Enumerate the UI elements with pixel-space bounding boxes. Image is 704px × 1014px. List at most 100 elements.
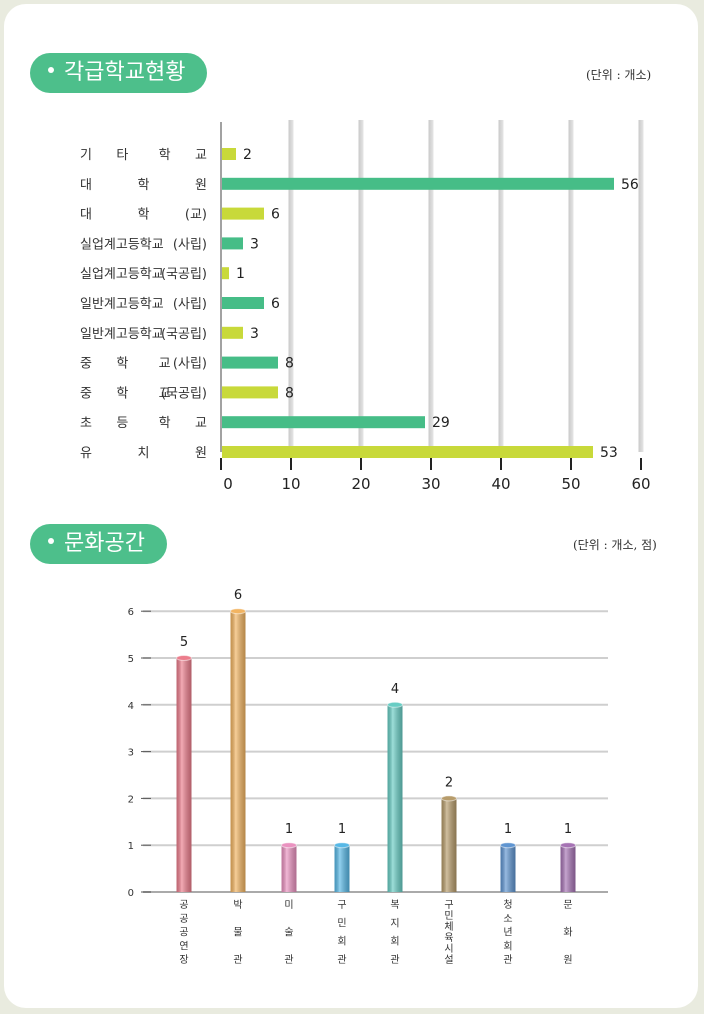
bar-cap [230, 608, 246, 615]
data-label: 2 [445, 775, 453, 790]
category-label: (사립) [173, 297, 207, 312]
data-label: 8 [285, 356, 294, 372]
category-label: 구 [337, 900, 346, 911]
category-label: 구 [444, 900, 453, 911]
bar [222, 386, 278, 399]
bullet-icon [48, 538, 54, 544]
data-label: 53 [600, 445, 618, 461]
data-label: 8 [285, 385, 294, 401]
data-label: 6 [234, 588, 242, 603]
bar-cap [281, 842, 297, 849]
category-label: 유 [80, 446, 92, 461]
bar [222, 267, 229, 280]
category-label: 교 [159, 357, 171, 372]
category-label: 연 [179, 940, 188, 952]
category-label: 교 [195, 416, 207, 431]
x-tick-label: 50 [561, 475, 580, 493]
data-label: 4 [391, 682, 399, 697]
x-tick-label: 0 [223, 475, 233, 493]
category-label: 문 [563, 899, 572, 911]
data-label: 1 [504, 822, 512, 837]
category-label: 시 [444, 943, 453, 955]
category-label: 교 [159, 386, 171, 401]
section-pill-schools: 각급학교현황 [30, 53, 208, 93]
y-tick-label: 1 [128, 841, 134, 852]
gridline [568, 120, 574, 452]
bullet-icon [48, 67, 54, 73]
bar-cap [500, 842, 516, 849]
category-label: 회 [503, 940, 512, 952]
y-tick-label: 0 [128, 888, 134, 899]
y-tick-label: 4 [128, 701, 134, 712]
bar-cap [334, 842, 350, 849]
category-label: 화 [563, 927, 572, 939]
x-tick-label: 20 [351, 475, 370, 493]
data-label: 3 [250, 236, 259, 252]
section-pill-culture: 문화공간 [30, 524, 167, 564]
bar-cap [176, 655, 192, 661]
gridline [358, 120, 364, 452]
category-label: 원 [195, 446, 207, 461]
category-label: (국공립) [161, 327, 207, 342]
category-label: 물 [233, 927, 242, 939]
bar [222, 237, 243, 250]
bar-cap [441, 795, 457, 802]
category-label: (교) [185, 208, 207, 223]
category-label: (사립) [173, 237, 207, 252]
category-label: 회 [337, 936, 346, 948]
data-label: 29 [432, 415, 450, 431]
category-label: (사립) [173, 357, 207, 372]
data-label: 1 [285, 822, 293, 837]
category-label: (국공립) [161, 386, 207, 401]
category-label: 체 [444, 921, 453, 933]
bar [222, 177, 614, 190]
category-label: 교 [195, 148, 207, 163]
unit-label-culture: (단위 : 개소, 점) [573, 538, 657, 552]
category-label: 공 [179, 927, 188, 939]
category-label: 관 [233, 954, 242, 966]
culture-bar-chart: 01234565공공공연장6박물관1미술관1구민회관4복지회관2구민체육시설1청… [128, 588, 608, 966]
category-label: 육 [444, 932, 453, 944]
category-label: 장 [179, 954, 188, 966]
x-tick-label: 60 [631, 475, 650, 493]
category-label: 청 [503, 899, 512, 911]
category-label: 관 [390, 954, 399, 966]
bar [222, 356, 278, 369]
gridline [288, 120, 294, 452]
bar-shading [281, 845, 297, 892]
category-label: 초 [80, 416, 92, 431]
y-tick-label: 2 [128, 794, 134, 805]
category-label: (국공립) [161, 267, 207, 282]
category-label: 민 [337, 917, 346, 929]
category-label: 중 [80, 357, 92, 372]
section-title-schools: 각급학교현황 [64, 60, 186, 85]
data-label: 5 [180, 635, 188, 650]
category-label: 원 [195, 178, 207, 193]
page-card [4, 4, 698, 1008]
bar [222, 326, 243, 339]
bar-cap [560, 842, 576, 849]
bar-shading [230, 611, 246, 892]
category-label: 지 [390, 917, 399, 929]
data-label: 6 [271, 207, 280, 223]
data-label: 1 [564, 822, 572, 837]
y-tick-label: 6 [128, 607, 134, 618]
data-label: 3 [250, 326, 259, 342]
category-label: 공 [179, 913, 188, 925]
category-label: 타 [116, 148, 128, 163]
bar [222, 297, 264, 309]
category-label: 관 [337, 954, 346, 966]
unit-label-schools: (단위 : 개소) [586, 68, 652, 82]
category-label: 일반계고등학교 [80, 327, 164, 342]
category-label: 학 [116, 386, 128, 401]
section-title-culture: 문화공간 [64, 531, 145, 556]
y-tick-label: 5 [128, 654, 134, 665]
bar [222, 207, 264, 220]
category-label: 대 [80, 178, 92, 193]
category-label: 실업계고등학교 [80, 267, 164, 282]
category-label: 민 [444, 910, 453, 922]
category-label: 소 [503, 913, 512, 925]
category-label: 공 [179, 899, 188, 911]
data-label: 6 [271, 296, 280, 312]
category-label: 학 [159, 148, 171, 163]
